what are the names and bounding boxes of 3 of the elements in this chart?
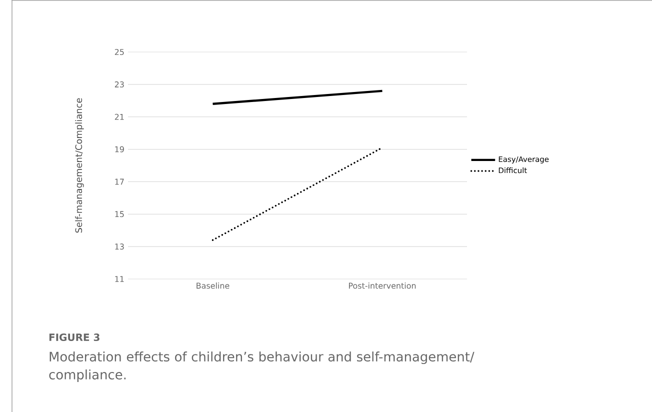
text: Moderation effects of children’s behaviour and self-management/ compliance. bbox=[49, 352, 474, 382]
y-axis-title: Self-management/Compliance bbox=[75, 98, 84, 233]
text: FIGURE 3 bbox=[49, 334, 100, 342]
